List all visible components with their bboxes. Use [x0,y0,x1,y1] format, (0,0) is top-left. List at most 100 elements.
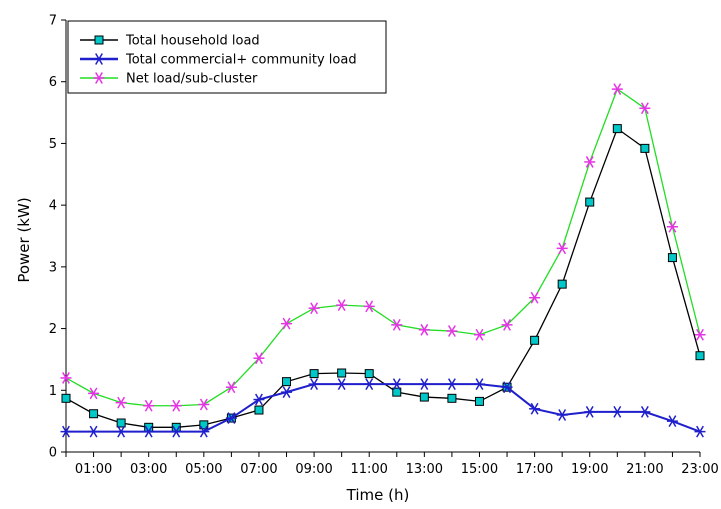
x-axis-title: Time (h) [346,486,410,504]
series-1-point [474,396,484,406]
series-2-point [253,393,265,406]
series-1-point [89,409,99,419]
series-3-point [584,156,596,168]
series-3-point [611,83,623,96]
series-2-point [308,378,320,391]
series-1-point [61,393,71,403]
series-3-point [556,242,568,255]
series-2-point [60,425,72,438]
y-tick-label: 1 [49,384,57,399]
series-1-point [309,369,319,379]
x-tick-label: 17:00 [516,462,553,477]
series-1-point [419,392,429,402]
y-tick-label: 6 [49,75,57,90]
series-2-point [198,425,210,438]
series-3-point [363,300,375,313]
x-tick-label: 03:00 [130,462,167,477]
series-3-point [253,352,265,365]
series-3-point [501,318,513,331]
series-2-line [66,383,701,433]
series-1-point [116,418,126,428]
series-1-point [282,377,292,387]
series-2-point [446,378,458,391]
series-1-point [612,124,622,134]
legend-label: Total household load [125,34,260,49]
series-1-point [364,369,374,379]
series-2-point [115,425,127,438]
x-tick-label: 11:00 [350,462,387,477]
x-tick-label: 09:00 [295,462,332,477]
series-3-point [639,102,651,115]
legend-box [67,20,387,94]
x-tick-label: 07:00 [240,462,277,477]
x-tick-label: 01:00 [75,462,112,477]
series-3-point [281,317,293,330]
series-3-point [418,323,430,336]
series-2-point [473,378,485,391]
x-tick-label: 13:00 [406,462,443,477]
series-1-point [585,197,595,207]
x-tick-label: 19:00 [571,462,608,477]
y-tick-label: 4 [49,199,57,214]
legend-item: Total household load [80,34,260,49]
series-3-point [170,399,182,412]
axes: 0 1 2 3 4 5 6 7 01:00 03:00 05:00 07:00 09:00 11:00 13… [49,14,719,478]
y-tick-label: 5 [49,137,57,152]
series-3-point [446,325,458,337]
series-2-point [666,415,678,428]
series-3-point [225,381,237,394]
series-2-point [336,378,348,391]
series-1-point [392,387,402,397]
x-tick-label: 23:00 [681,462,718,477]
y-tick-label: 2 [49,322,57,337]
legend-swatch-marker [93,53,105,65]
series-3-point [666,220,678,233]
series-3-point [473,328,485,341]
x-tick-label: 05:00 [185,462,222,477]
series-1-point [447,393,457,403]
series-2 [60,378,706,438]
series-2-point [418,378,430,391]
series-2-point [225,412,237,424]
series-3-point [115,396,127,409]
series-1-point [695,351,705,361]
series-3 [60,83,706,412]
x-tick-label: 15:00 [461,462,498,477]
series-1-point [640,143,650,153]
series-3-point [336,299,348,312]
series-layer [60,83,706,438]
legend-item: Net load/sub-cluster [80,72,258,87]
series-3-point [694,328,706,341]
legend-label: Total commercial+ community load [125,53,357,68]
series-2-point [529,402,541,415]
series-2-point [363,378,375,391]
series-3-point [60,372,72,384]
x-tick-label: 21:00 [626,462,663,477]
legend: Total household load Total commercial+ co… [67,20,387,94]
legend-swatch-marker [94,35,104,45]
y-tick-label: 0 [49,446,57,461]
series-2-point [391,378,403,391]
series-1-point [254,405,264,415]
y-axis-title: Power (kW) [15,197,33,282]
y-tick-label: 7 [49,14,57,29]
series-3-line [65,88,701,407]
series-1-point [199,420,209,430]
series-2-point [556,409,568,421]
series-2-point [694,425,706,438]
series-2-point [143,425,155,438]
y-tick-label: 3 [49,260,57,275]
series-2-point [611,405,623,418]
series-1 [61,124,705,432]
series-1-point [530,335,540,345]
series-1-point [667,253,677,263]
series-2-point [88,425,100,438]
series-1-line [65,127,701,428]
legend-label: Net load/sub-cluster [126,72,258,87]
series-1-point [557,279,567,289]
series-3-point [198,398,210,411]
series-3-point [88,387,100,400]
series-3-point [143,399,155,412]
legend-item: Total commercial+ community load [80,53,357,68]
